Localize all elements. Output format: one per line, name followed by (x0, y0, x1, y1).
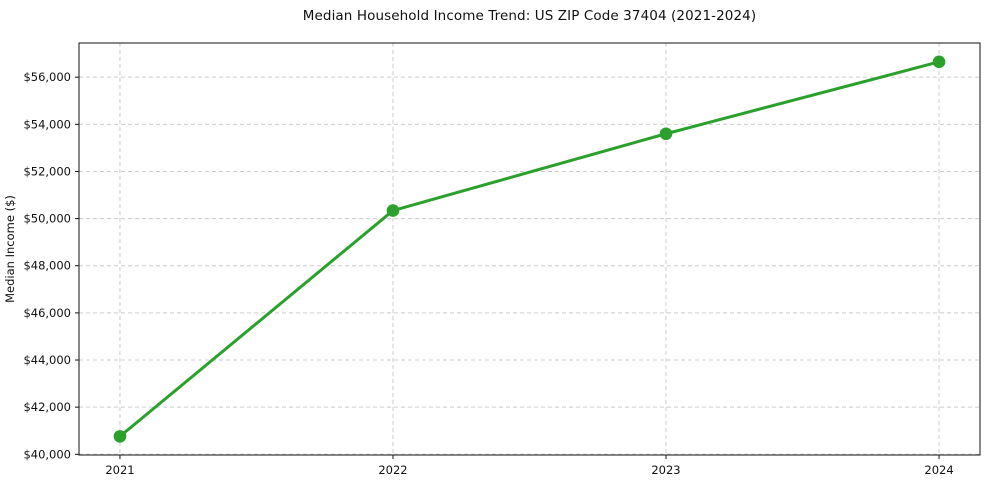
data-point-2023 (659, 127, 673, 141)
data-point-2022 (386, 204, 400, 217)
data-point-2024 (932, 55, 946, 69)
plot-border (78, 42, 981, 456)
x-tick-label: 2023 (651, 463, 680, 477)
x-tick-label: 2021 (105, 463, 134, 477)
y-tick-label: $40,000 (23, 447, 71, 461)
y-tick-label: $44,000 (23, 353, 71, 367)
y-tick-label: $48,000 (23, 259, 71, 273)
x-tick-label: 2022 (378, 463, 407, 477)
y-tick-label: $52,000 (23, 164, 71, 178)
y-tick-label: $42,000 (23, 400, 71, 414)
median-income-line (118, 60, 941, 438)
y-tick-label: $54,000 (23, 117, 71, 131)
y-tick-label: $56,000 (23, 70, 71, 84)
y-tick-label: $46,000 (23, 306, 71, 320)
y-axis-label: Median Income ($) (3, 195, 17, 303)
data-point-2021 (113, 430, 127, 443)
y-tick-label: $50,000 (23, 212, 71, 226)
chart-title: Median Household Income Trend: US ZIP Co… (302, 8, 757, 24)
x-tick-label: 2024 (924, 463, 953, 477)
